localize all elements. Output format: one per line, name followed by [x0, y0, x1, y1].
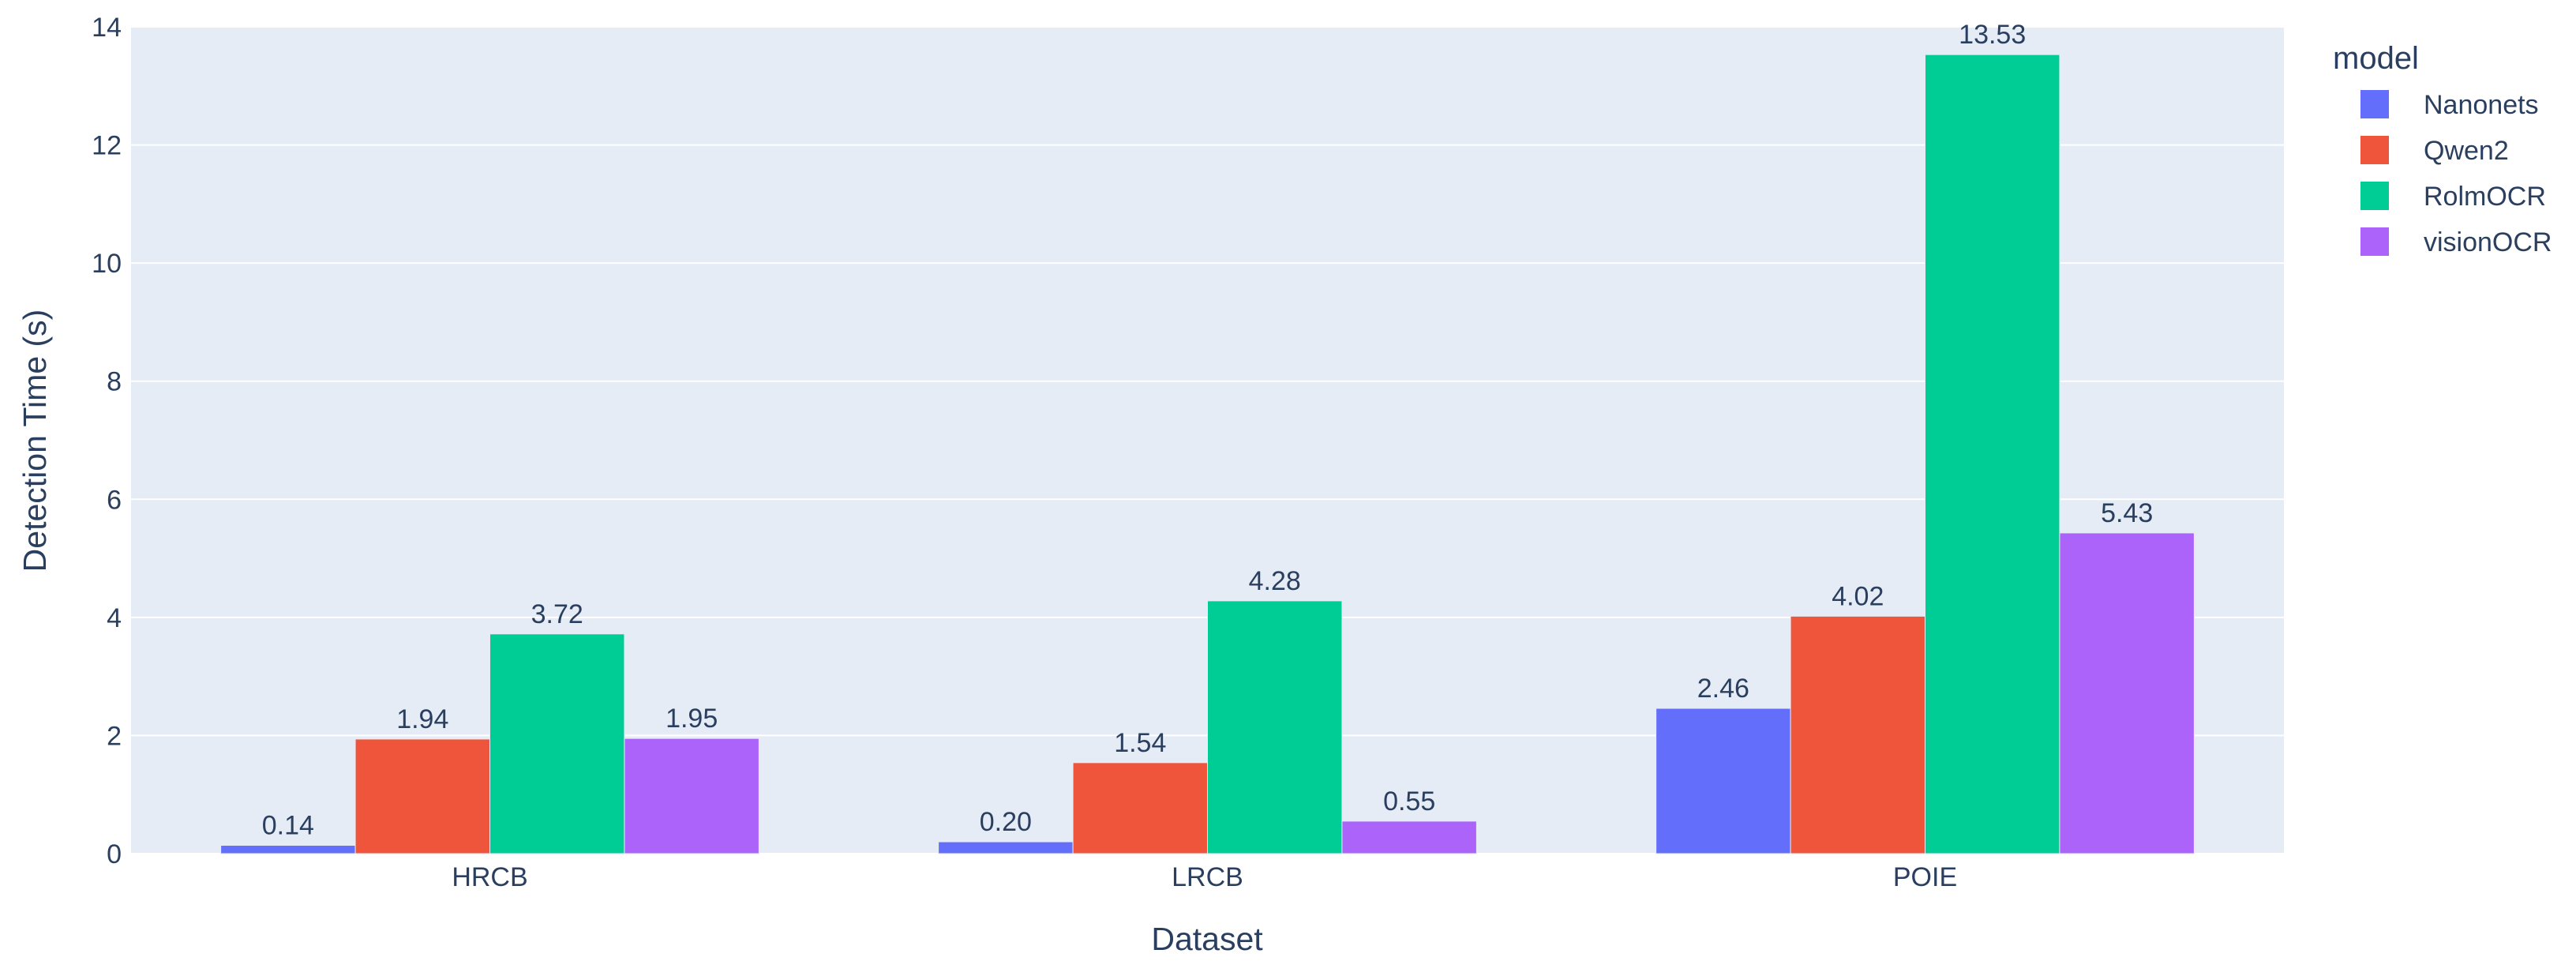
y-tick-label: 12 — [92, 131, 122, 161]
legend: model Nanonets Qwen2 RolmOCR visionOCR — [2333, 41, 2552, 257]
x-axis-title: Dataset — [1151, 921, 1263, 957]
y-tick-label: 4 — [107, 603, 122, 633]
bar-value-label: 4.28 — [1249, 566, 1301, 596]
bar-nanonets-poie — [1655, 708, 1791, 854]
legend-swatch — [2360, 227, 2389, 256]
bar-value-label: 1.54 — [1114, 728, 1166, 758]
legend-label: Nanonets — [2424, 90, 2539, 120]
y-tick-label: 8 — [107, 367, 122, 397]
x-tick-label: LRCB — [1172, 862, 1243, 892]
legend-title: model — [2333, 41, 2419, 76]
bar-qwen2-poie — [1790, 615, 1925, 854]
legend-label: visionOCR — [2424, 227, 2552, 257]
bars — [220, 54, 2195, 854]
bar-value-label: 0.55 — [1383, 786, 1435, 816]
y-tick-label: 14 — [92, 13, 122, 43]
legend-swatch — [2360, 182, 2389, 210]
y-tick-label: 0 — [107, 839, 122, 869]
bar-value-label: 1.94 — [396, 704, 448, 734]
bar-value-label: 0.20 — [980, 807, 1032, 837]
y-tick-label: 10 — [92, 249, 122, 279]
bar-visionocr-lrcb — [1341, 820, 1477, 854]
bar-qwen2-lrcb — [1072, 762, 1208, 854]
x-tick-label: POIE — [1893, 862, 1957, 892]
bar-nanonets-lrcb — [938, 841, 1074, 854]
y-tick-label: 6 — [107, 485, 122, 515]
bar-value-label: 13.53 — [1959, 20, 2026, 50]
bar-visionocr-hrcb — [624, 738, 759, 854]
y-axis-ticks: 0 2 4 6 8 10 12 14 — [92, 13, 122, 869]
legend-swatch — [2360, 90, 2389, 118]
y-axis-title: Detection Time (s) — [17, 310, 53, 572]
bar-value-label: 2.46 — [1697, 674, 1749, 704]
bar-rolmocr-hrcb — [489, 633, 625, 854]
legend-swatch — [2360, 136, 2389, 164]
bar-value-label: 3.72 — [531, 599, 583, 629]
bar-rolmocr-poie — [1925, 54, 2060, 854]
bar-qwen2-hrcb — [354, 738, 490, 854]
bar-visionocr-poie — [2059, 532, 2195, 854]
y-tick-label: 2 — [107, 721, 122, 751]
x-tick-label: HRCB — [452, 862, 527, 892]
bar-nanonets-hrcb — [220, 845, 356, 854]
bar-value-label: 1.95 — [666, 704, 718, 734]
legend-label: RolmOCR — [2424, 182, 2546, 212]
x-axis-ticks: HRCB LRCB POIE — [452, 862, 1957, 892]
bar-value-label: 4.02 — [1832, 581, 1884, 611]
bar-rolmocr-lrcb — [1207, 600, 1343, 854]
bar-value-label: 0.14 — [262, 811, 314, 841]
bar-labels: 0.14 1.94 3.72 1.95 0.20 1.54 4.28 0.55 2.46 4.02… — [262, 20, 2154, 840]
legend-label: Qwen2 — [2424, 136, 2509, 166]
bar-value-label: 5.43 — [2101, 498, 2153, 528]
